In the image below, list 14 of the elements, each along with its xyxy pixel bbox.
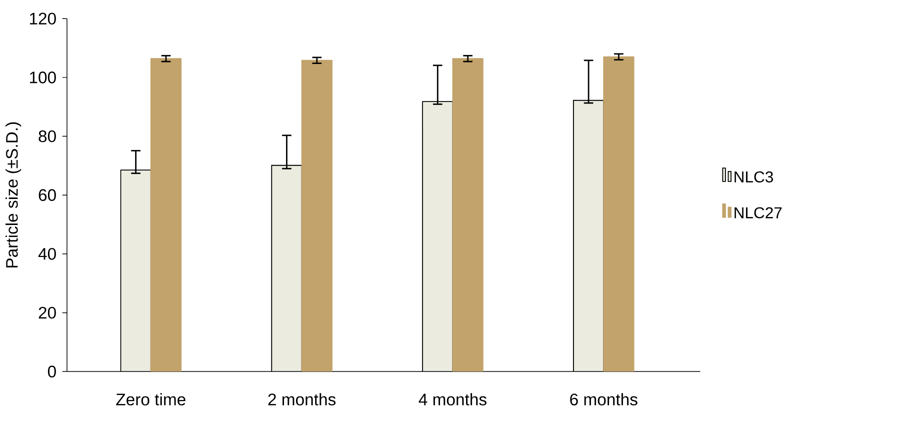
- legend-label: NLC3: [734, 172, 773, 183]
- y-tick-label: 40: [38, 248, 56, 260]
- legend-label: NLC27: [734, 207, 782, 219]
- y-tick-label: 100: [30, 72, 56, 84]
- x-tick-label: 2 months: [268, 393, 336, 406]
- y-axis-title: Particle size (±S.D.): [6, 122, 22, 268]
- x-tick-label: 4 months: [418, 393, 486, 406]
- y-tick-label: 20: [38, 306, 56, 319]
- x-tick-label: Zero time: [116, 393, 186, 406]
- y-tick-label: 80: [38, 130, 56, 142]
- y-tick-label: 60: [38, 189, 56, 202]
- y-tick-label: 0: [48, 366, 56, 378]
- x-tick-label: 6 months: [570, 393, 638, 406]
- y-tick-label: 120: [30, 12, 56, 25]
